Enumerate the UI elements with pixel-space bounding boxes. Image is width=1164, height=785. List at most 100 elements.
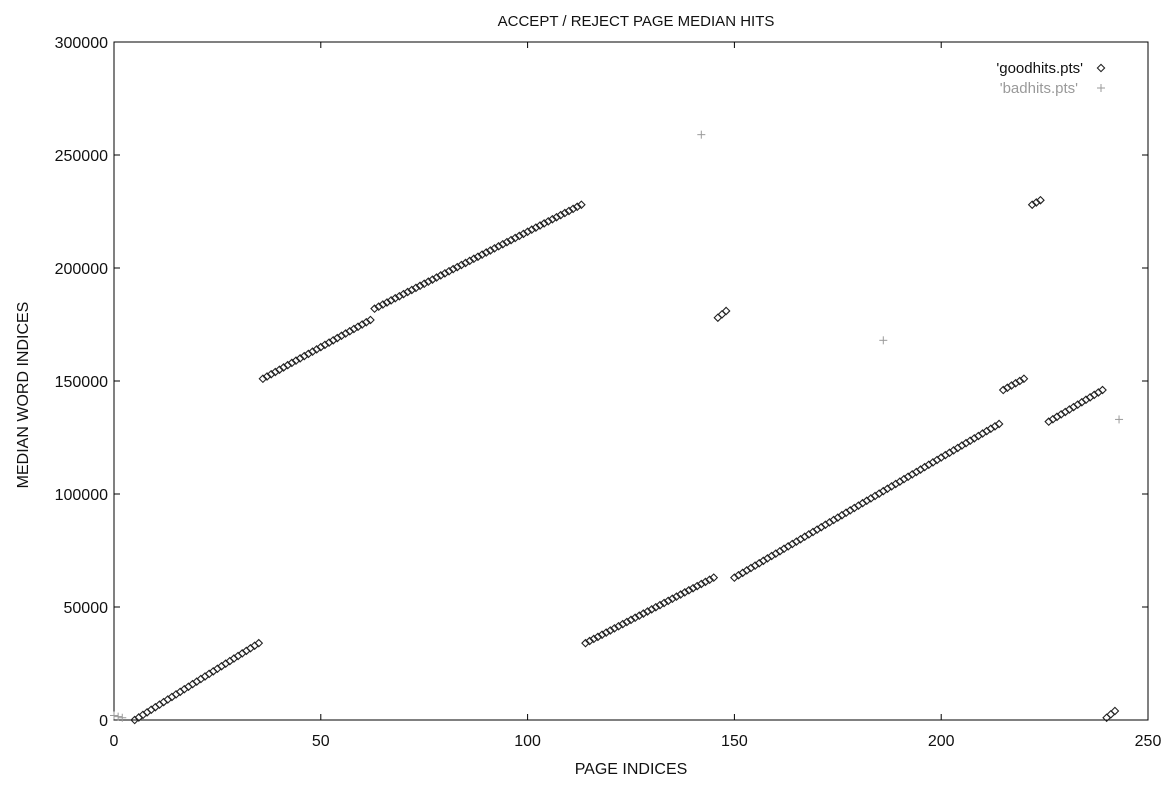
data-point-badhits xyxy=(697,130,706,139)
data-point-goodhits xyxy=(585,636,595,646)
data-point-goodhits xyxy=(374,302,384,311)
data-point-goodhits xyxy=(477,250,487,259)
data-point-goodhits xyxy=(1011,378,1021,388)
data-point-goodhits xyxy=(341,329,350,338)
data-point-goodhits xyxy=(1027,200,1037,210)
data-point-goodhits xyxy=(419,279,429,289)
data-point-goodhits xyxy=(701,577,710,587)
y-tick-label: 200000 xyxy=(55,261,108,278)
data-point-goodhits xyxy=(647,604,657,614)
data-point-goodhits xyxy=(304,349,313,359)
x-tick-label: 150 xyxy=(721,733,748,750)
data-point-goodhits xyxy=(432,273,441,282)
data-point-goodhits xyxy=(622,617,632,627)
data-point-goodhits xyxy=(436,271,446,280)
data-point-badhits xyxy=(114,712,123,721)
data-point-goodhits xyxy=(490,244,499,253)
data-point-goodhits xyxy=(283,360,293,370)
data-point-goodhits xyxy=(498,239,508,249)
data-point-goodhits xyxy=(423,277,433,287)
data-point-badhits xyxy=(110,711,118,720)
x-axis-label: PAGE INDICES xyxy=(575,761,688,778)
data-point-goodhits xyxy=(465,256,475,266)
data-point-goodhits xyxy=(312,344,322,354)
data-point-goodhits xyxy=(576,200,586,210)
data-point-goodhits xyxy=(279,363,288,372)
data-point-goodhits xyxy=(1015,376,1025,386)
data-point-goodhits xyxy=(1036,195,1045,205)
y-axis-label: MEDIAN WORD INDICES xyxy=(15,302,32,489)
x-tick-label: 100 xyxy=(514,733,541,750)
data-point-goodhits xyxy=(353,322,363,332)
data-point-goodhits xyxy=(275,365,284,375)
x-tick-label: 250 xyxy=(1135,733,1162,750)
data-point-goodhits xyxy=(510,233,520,243)
data-point-goodhits xyxy=(287,358,297,368)
legend-marker-badhits xyxy=(1097,84,1105,92)
data-point-goodhits xyxy=(543,216,553,226)
data-point-goodhits xyxy=(361,317,371,327)
axis-ticks: 0 50 100 150 200 250 0 50000 100000 150000 200000 2… xyxy=(55,35,1162,750)
data-point-goodhits xyxy=(614,621,623,631)
data-point-goodhits xyxy=(601,628,611,637)
data-point-goodhits xyxy=(514,231,524,241)
data-point-goodhits xyxy=(630,613,640,623)
data-point-goodhits xyxy=(713,313,723,323)
data-point-goodhits xyxy=(448,264,458,274)
data-point-badhits xyxy=(879,336,888,345)
chart-title: ACCEPT / REJECT PAGE MEDIAN HITS xyxy=(498,13,775,30)
x-tick-label: 50 xyxy=(312,733,330,750)
data-point-goodhits xyxy=(481,248,491,257)
data-point-goodhits xyxy=(618,619,628,629)
data-point-goodhits xyxy=(539,219,549,228)
data-point-goodhits xyxy=(684,585,694,595)
data-point-goodhits xyxy=(403,287,413,297)
data-point-goodhits xyxy=(1098,385,1107,395)
data-point-goodhits xyxy=(370,304,379,314)
data-point-goodhits xyxy=(998,385,1008,395)
data-point-goodhits xyxy=(605,626,615,635)
data-point-goodhits xyxy=(519,229,528,239)
data-point-goodhits xyxy=(399,289,408,299)
data-point-goodhits xyxy=(349,324,359,334)
data-point-goodhits xyxy=(1106,709,1116,719)
x-tick-label: 200 xyxy=(928,733,955,750)
data-point-goodhits xyxy=(535,221,545,230)
data-point-goodhits xyxy=(494,241,504,251)
data-point-goodhits xyxy=(506,235,516,245)
data-point-goodhits xyxy=(411,283,421,293)
data-point-goodhits xyxy=(1031,198,1041,207)
data-point-goodhits xyxy=(254,638,264,648)
data-point-goodhits xyxy=(994,419,1004,429)
data-point-goodhits xyxy=(610,623,619,633)
legend-cross xyxy=(1097,84,1105,92)
data-point-goodhits xyxy=(626,615,636,625)
data-point-goodhits xyxy=(266,369,276,379)
y-tick-label: 0 xyxy=(99,713,108,730)
data-point-goodhits xyxy=(639,609,648,618)
y-tick-label: 250000 xyxy=(55,148,108,165)
data-point-goodhits xyxy=(692,581,702,591)
data-point-goodhits xyxy=(345,326,355,336)
data-point-goodhits xyxy=(415,281,425,291)
data-point-goodhits xyxy=(485,246,495,255)
legend-diamond xyxy=(1096,63,1106,73)
data-point-goodhits xyxy=(291,356,301,366)
data-point-goodhits xyxy=(444,266,454,276)
data-point-goodhits xyxy=(337,331,346,341)
y-tick-label: 100000 xyxy=(55,487,108,504)
data-point-goodhits xyxy=(258,374,268,384)
data-marks xyxy=(110,130,1124,725)
data-point-goodhits xyxy=(461,258,470,268)
data-point-goodhits xyxy=(523,227,532,237)
legend-label-goodhits: 'goodhits.pts' xyxy=(996,60,1083,77)
data-point-goodhits xyxy=(473,252,483,262)
y-tick-label: 50000 xyxy=(64,600,109,617)
data-point-goodhits xyxy=(386,295,396,305)
y-tick-label: 300000 xyxy=(55,35,108,52)
data-point-goodhits xyxy=(469,254,479,264)
data-point-goodhits xyxy=(531,223,541,232)
data-point-goodhits xyxy=(634,611,644,621)
data-point-goodhits xyxy=(320,340,330,350)
